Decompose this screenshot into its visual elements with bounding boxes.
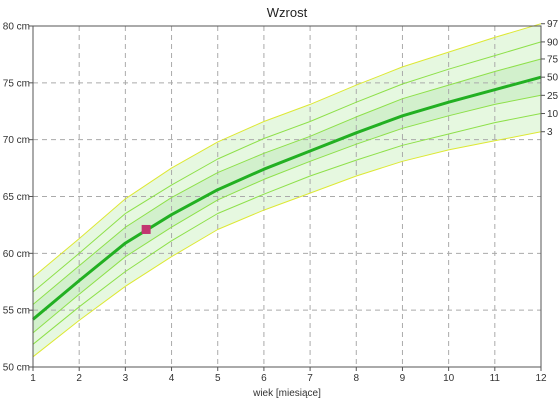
percentile-lines bbox=[32, 23, 542, 358]
x-axis-label: wiek [miesiące] bbox=[252, 388, 321, 399]
y-tick-label: 50 cm bbox=[3, 363, 30, 374]
percentile-label: 3 bbox=[547, 127, 553, 138]
y-axis-ticks: 50 cm 55 cm 60 cm 65 cm 70 cm 75 cm 80 cm bbox=[3, 22, 33, 374]
percentile-label: 90 bbox=[547, 37, 559, 48]
x-axis-ticks: 1 2 3 4 5 6 7 8 9 10 11 12 bbox=[30, 367, 547, 384]
x-tick-label: 2 bbox=[76, 373, 82, 384]
y-tick-label: 55 cm bbox=[3, 306, 30, 317]
x-tick-label: 11 bbox=[490, 373, 501, 384]
percentile-line-75 bbox=[32, 58, 542, 305]
y-tick-label: 70 cm bbox=[3, 135, 30, 146]
band-3-97 bbox=[33, 23, 541, 357]
measurement-points[interactable] bbox=[141, 224, 151, 234]
percentile-label: 75 bbox=[547, 54, 559, 65]
x-tick-label: 3 bbox=[123, 373, 129, 384]
measurement-point[interactable] bbox=[141, 224, 151, 234]
y-tick-label: 65 cm bbox=[3, 192, 30, 203]
y-tick-label: 60 cm bbox=[3, 249, 30, 260]
percentile-labels: 97 90 75 50 25 10 3 bbox=[541, 19, 559, 138]
x-tick-label: 7 bbox=[307, 373, 313, 384]
percentile-line-25 bbox=[32, 94, 542, 334]
percentile-label: 25 bbox=[547, 91, 559, 102]
percentile-line-97 bbox=[32, 23, 542, 278]
band-25-75 bbox=[33, 59, 541, 333]
percentile-line-90 bbox=[32, 41, 542, 293]
x-tick-label: 9 bbox=[400, 373, 406, 384]
x-tick-label: 6 bbox=[261, 373, 267, 384]
percentile-line-50 bbox=[32, 75, 542, 321]
y-tick-label: 75 cm bbox=[3, 78, 30, 89]
percentile-bands bbox=[33, 23, 541, 357]
percentile-label: 50 bbox=[547, 73, 559, 84]
x-tick-label: 5 bbox=[215, 373, 221, 384]
percentile-label: 10 bbox=[547, 109, 559, 120]
percentile-line-3 bbox=[32, 131, 542, 358]
x-tick-label: 4 bbox=[169, 373, 175, 384]
x-tick-label: 10 bbox=[443, 373, 455, 384]
percentile-line-10 bbox=[32, 113, 542, 345]
x-tick-label: 8 bbox=[353, 373, 359, 384]
percentile-label: 97 bbox=[547, 19, 559, 30]
x-tick-label: 12 bbox=[535, 373, 547, 384]
chart-title: Wzrost bbox=[267, 5, 308, 20]
y-tick-label: 80 cm bbox=[3, 22, 30, 33]
x-tick-label: 1 bbox=[30, 373, 36, 384]
